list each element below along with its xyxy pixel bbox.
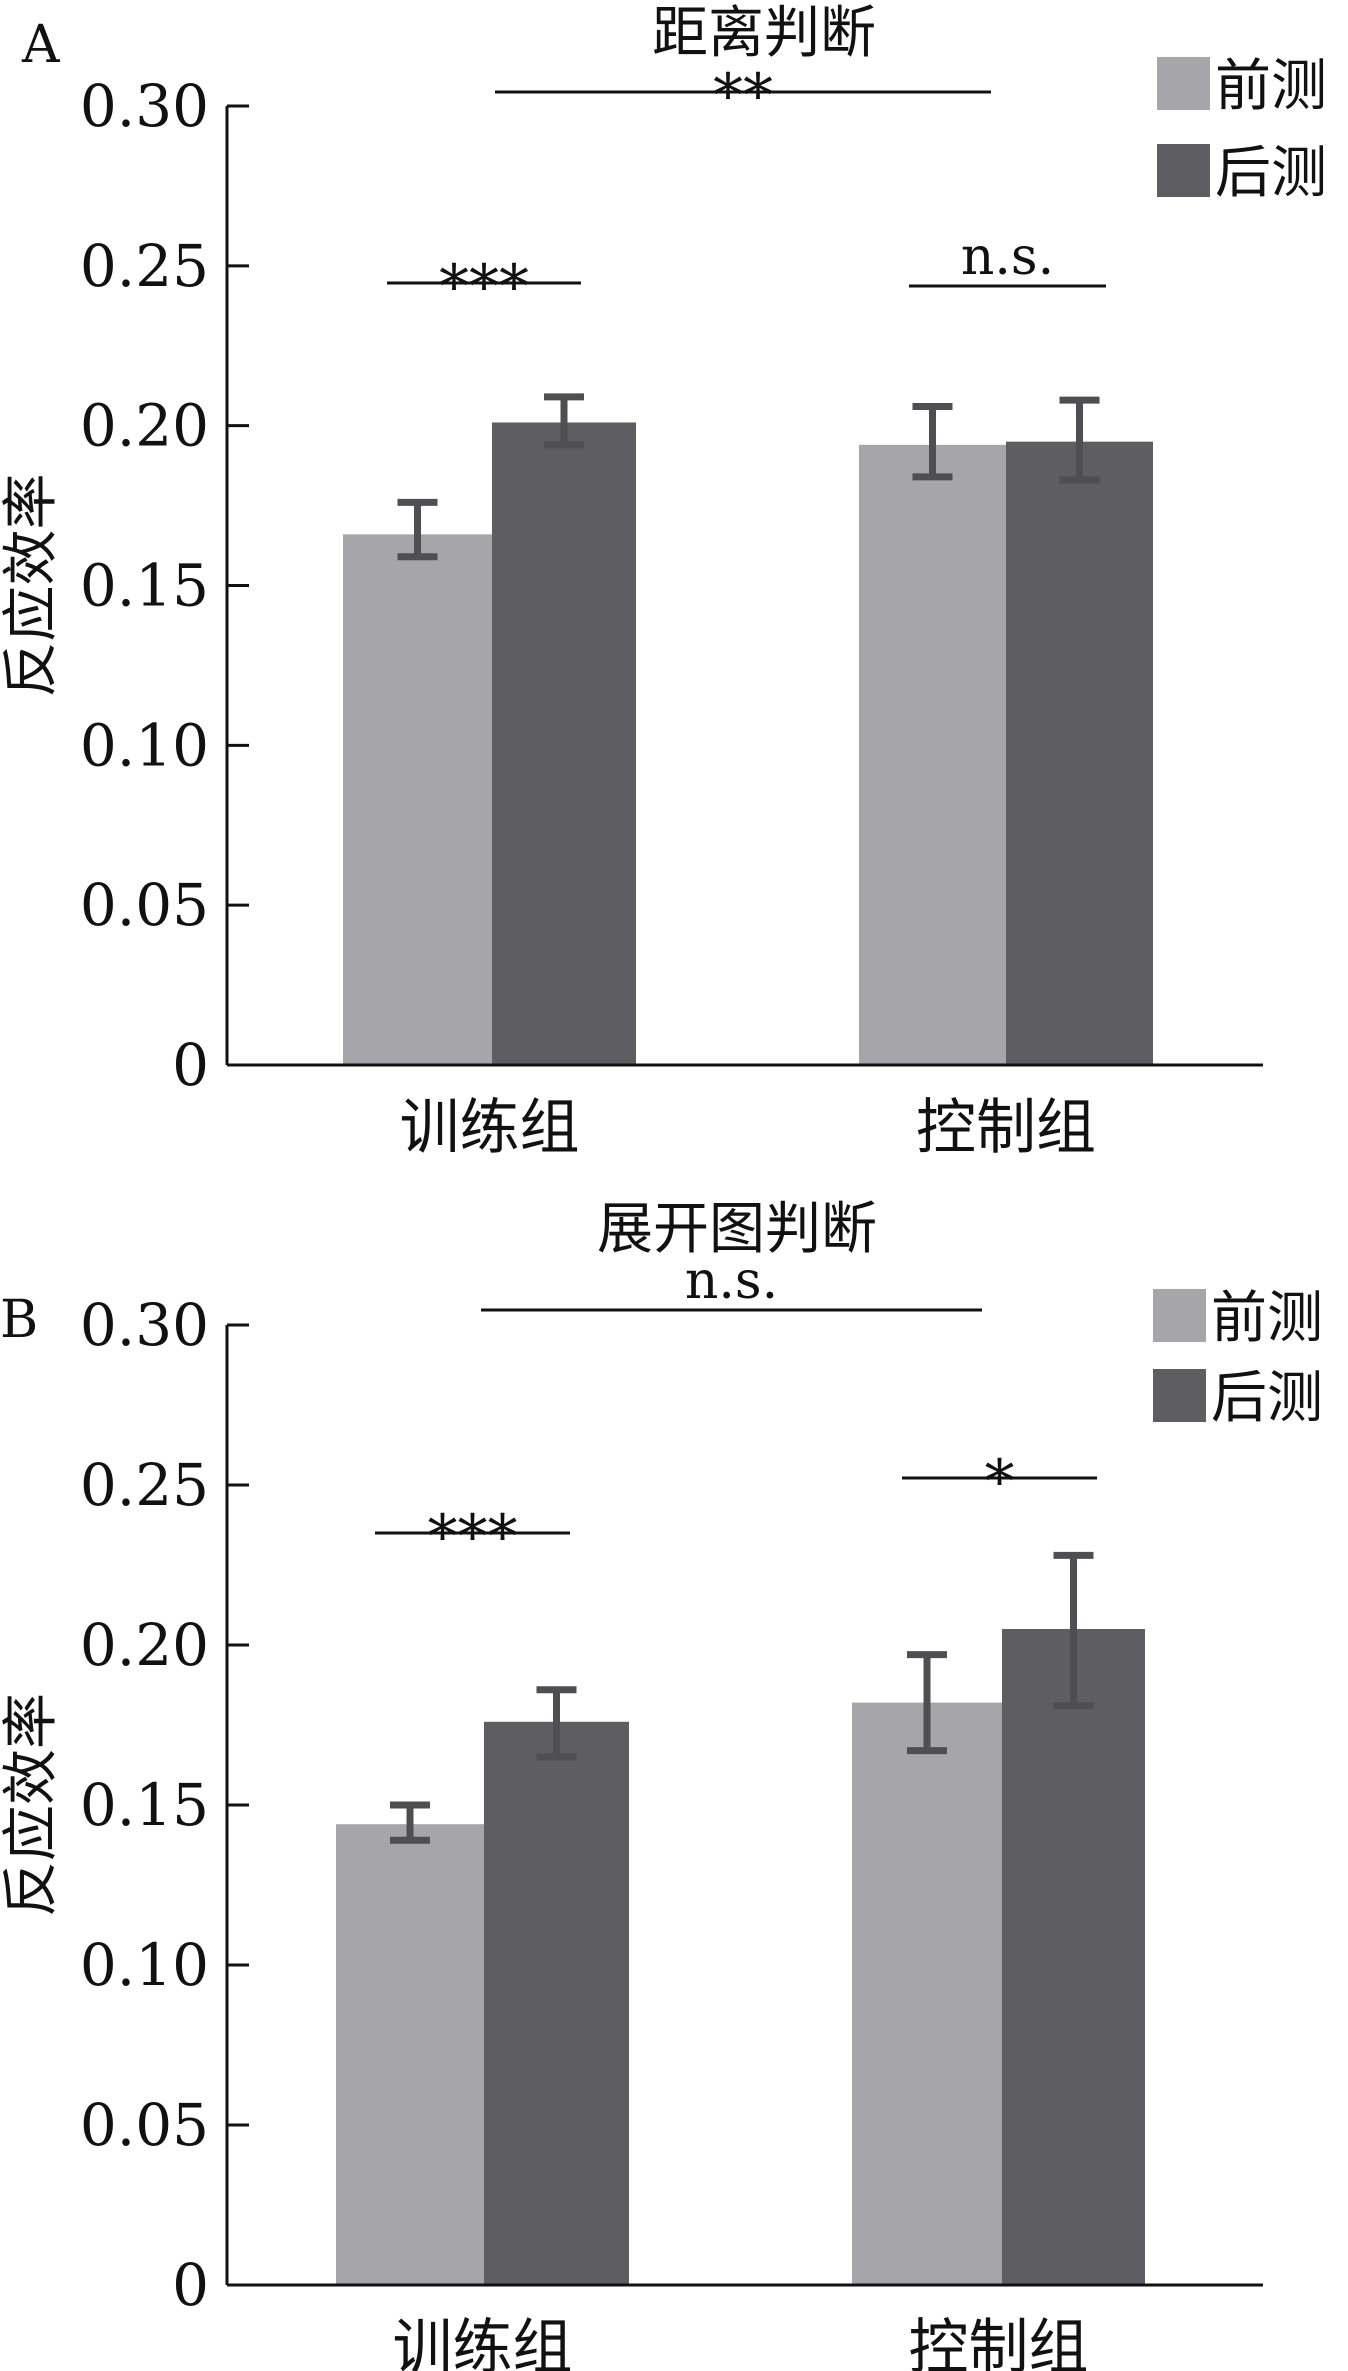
y-tick-label: 0.15 <box>80 552 209 620</box>
significance-label: n.s. <box>961 227 1054 287</box>
legend-swatch <box>1157 144 1210 197</box>
legend-label: 后测 <box>1211 1366 1323 1431</box>
significance-label: *** <box>428 1502 518 1572</box>
y-tick-label: 0.10 <box>80 1931 209 1999</box>
legend-swatch <box>1153 1369 1206 1422</box>
bar-post-1 <box>484 1721 629 2285</box>
legend-label: 前测 <box>1211 1286 1323 1351</box>
bar-pre-2 <box>859 444 1006 1065</box>
y-tick-label: 0.10 <box>80 711 209 779</box>
bar-pre-2 <box>852 1702 1002 2285</box>
y-tick-label: 0.30 <box>80 72 209 140</box>
y-tick-label: 0.05 <box>80 2091 209 2159</box>
y-axis-label: 反应效率 <box>0 474 64 698</box>
y-tick-label: 0.20 <box>80 392 209 460</box>
bar-pre-1 <box>336 1824 484 2285</box>
panel-label: B <box>0 1290 38 1350</box>
chart-title: 距离判断 <box>652 1 876 66</box>
significance-label: * <box>985 1447 1015 1517</box>
x-tick-label: 控制组 <box>909 2313 1089 2371</box>
significance-label: ** <box>713 61 773 131</box>
y-tick-label: 0.05 <box>80 871 209 939</box>
legend-label: 后测 <box>1215 141 1327 206</box>
y-tick-label: 0 <box>172 1031 209 1099</box>
panel-label: A <box>21 15 61 75</box>
significance-label: *** <box>439 252 529 322</box>
y-tick-label: 0.15 <box>80 1771 209 1839</box>
significance-label: n.s. <box>685 1251 778 1311</box>
y-tick-label: 0.20 <box>80 1611 209 1679</box>
bar-post-2 <box>1002 1629 1145 2285</box>
legend-label: 前测 <box>1215 54 1327 119</box>
legend-swatch <box>1157 57 1210 110</box>
y-tick-label: 0.30 <box>80 1291 209 1359</box>
x-tick-label: 训练组 <box>400 1093 580 1163</box>
y-tick-label: 0.25 <box>80 1451 209 1519</box>
y-tick-label: 0 <box>172 2251 209 2319</box>
x-tick-label: 控制组 <box>916 1093 1096 1163</box>
legend-swatch <box>1153 1289 1206 1342</box>
chart-title: 展开图判断 <box>597 1197 877 1262</box>
bar-post-1 <box>492 422 636 1066</box>
y-tick-label: 0.25 <box>80 232 209 300</box>
bar-post-2 <box>1006 441 1153 1065</box>
x-tick-label: 训练组 <box>393 2313 573 2371</box>
y-axis-label: 反应效率 <box>0 1693 64 1917</box>
bar-pre-1 <box>343 534 492 1065</box>
